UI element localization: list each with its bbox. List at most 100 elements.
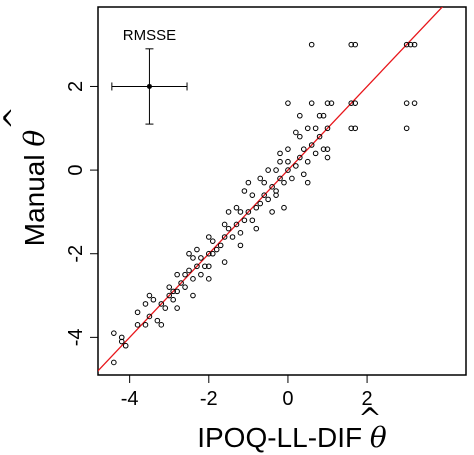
data-point xyxy=(142,301,149,307)
data-point xyxy=(233,204,240,211)
data-point xyxy=(118,338,125,345)
data-point xyxy=(297,154,303,161)
x-axis-theta: θ xyxy=(370,421,387,454)
data-point xyxy=(174,288,180,295)
data-point xyxy=(300,171,307,178)
data-point xyxy=(202,263,208,270)
data-point xyxy=(403,41,410,48)
rmsse-label: RMSSE xyxy=(123,27,176,44)
data-point xyxy=(205,263,212,270)
data-point xyxy=(213,246,220,253)
data-point xyxy=(403,125,410,132)
y-tick-label: 0 xyxy=(65,165,87,176)
data-point xyxy=(308,142,315,148)
data-point xyxy=(186,267,192,274)
data-point xyxy=(237,242,244,249)
data-point xyxy=(308,41,315,48)
data-point xyxy=(293,163,299,169)
data-point xyxy=(297,133,303,140)
data-point xyxy=(146,292,153,299)
data-point xyxy=(312,150,319,157)
data-point xyxy=(190,255,196,261)
data-point xyxy=(158,301,165,307)
data-point xyxy=(249,217,256,224)
data-point xyxy=(316,112,323,119)
data-point xyxy=(324,100,331,106)
data-point xyxy=(273,192,279,198)
data-point xyxy=(312,125,319,132)
x-tick-label: 2 xyxy=(362,388,373,410)
data-point xyxy=(265,196,271,203)
data-point xyxy=(253,204,260,211)
data-point xyxy=(277,150,283,157)
data-point xyxy=(174,305,180,311)
data-point xyxy=(237,230,244,236)
data-point xyxy=(261,179,267,186)
x-axis-theta-hat: ^ xyxy=(358,402,381,435)
data-point xyxy=(253,225,260,232)
data-point xyxy=(261,192,267,198)
data-point xyxy=(285,146,291,152)
data-point xyxy=(265,167,271,173)
data-point xyxy=(348,41,355,48)
data-point xyxy=(166,284,173,290)
data-point xyxy=(269,184,275,190)
data-point xyxy=(257,200,264,207)
data-point xyxy=(304,125,311,132)
x-axis-title: IPOQ-LL-DIF θ xyxy=(197,421,387,454)
data-point xyxy=(241,188,248,194)
data-point xyxy=(352,100,359,106)
data-point xyxy=(194,263,200,270)
data-point xyxy=(221,259,228,265)
data-point xyxy=(198,271,204,278)
data-point xyxy=(209,250,216,257)
data-point xyxy=(209,238,216,244)
data-point xyxy=(205,276,212,282)
data-point xyxy=(146,313,153,320)
data-point xyxy=(277,175,283,182)
identity-reference-line xyxy=(98,7,444,372)
x-axis-label: IPOQ-LL-DIF xyxy=(197,422,362,453)
data-point xyxy=(134,309,141,316)
data-point xyxy=(273,167,279,173)
y-axis-title: Manual θ ^ xyxy=(0,106,51,246)
data-point xyxy=(285,167,291,173)
data-point xyxy=(154,317,161,324)
x-tick-label: 0 xyxy=(282,388,293,410)
data-point xyxy=(328,100,335,106)
data-point xyxy=(348,100,355,106)
data-point xyxy=(320,112,327,119)
data-point xyxy=(122,342,129,349)
data-point xyxy=(111,330,117,336)
data-point xyxy=(174,271,180,278)
data-point xyxy=(170,288,176,295)
data-point xyxy=(221,234,228,240)
x-tick-label: -2 xyxy=(200,388,218,410)
data-point xyxy=(182,271,188,278)
data-point xyxy=(281,204,287,211)
y-axis-ticks: -4 -2 0 2 xyxy=(65,81,98,346)
svg-text:Manual θ: Manual θ xyxy=(18,130,51,247)
data-point xyxy=(217,242,224,249)
data-point xyxy=(304,179,311,186)
data-points xyxy=(111,41,418,366)
data-point xyxy=(324,146,331,152)
rmsse-error-bar xyxy=(111,48,188,125)
y-tick-label: -2 xyxy=(65,245,87,263)
x-tick-label: -4 xyxy=(121,388,139,410)
data-point xyxy=(142,322,149,328)
data-point xyxy=(237,209,244,215)
data-point xyxy=(324,125,331,132)
data-point xyxy=(194,246,200,253)
data-point xyxy=(293,129,299,136)
data-point xyxy=(225,209,232,215)
data-point xyxy=(233,221,240,228)
data-point xyxy=(111,359,117,366)
data-point xyxy=(170,296,176,303)
data-point xyxy=(182,284,188,290)
data-point xyxy=(304,158,311,165)
data-point xyxy=(241,217,248,224)
data-point xyxy=(190,276,196,282)
data-point xyxy=(324,154,331,161)
